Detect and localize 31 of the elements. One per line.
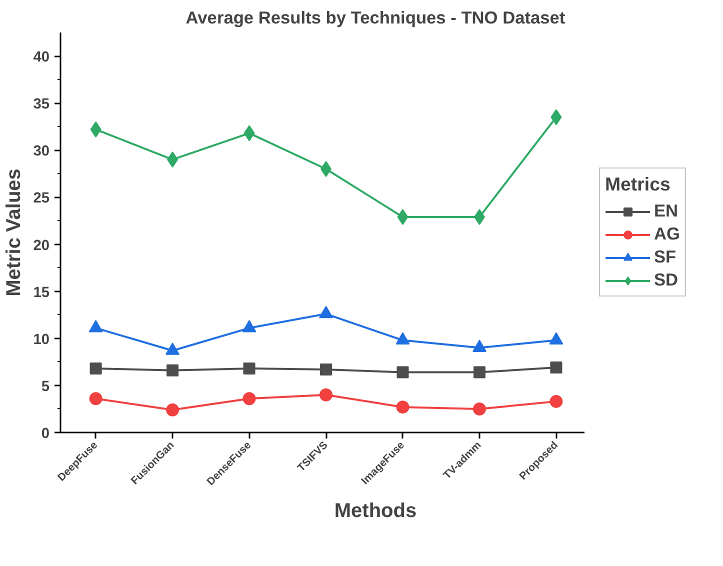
point bbox=[242, 392, 256, 406]
point bbox=[550, 394, 563, 408]
point bbox=[320, 388, 333, 402]
y-tick-label: 35 bbox=[33, 96, 50, 113]
chart-title: Average Results by Techniques - TNO Dataset bbox=[186, 8, 566, 28]
point bbox=[89, 392, 102, 406]
y-tick-label: 20 bbox=[33, 238, 50, 254]
point bbox=[472, 402, 486, 416]
y-tick-label: 40 bbox=[33, 50, 50, 66]
x-axis-title: Methods bbox=[334, 500, 417, 522]
y-tick-label: 25 bbox=[33, 190, 50, 207]
y-tick-label: 30 bbox=[33, 144, 50, 160]
point bbox=[90, 362, 102, 374]
point bbox=[166, 364, 179, 376]
point bbox=[550, 362, 562, 374]
legend-label: EN bbox=[654, 200, 678, 222]
legend-label: SF bbox=[654, 246, 676, 268]
y-axis-title: Metric Values bbox=[3, 168, 26, 296]
point bbox=[396, 366, 409, 378]
legend-label: AG bbox=[654, 224, 680, 244]
point bbox=[396, 400, 410, 414]
y-tick-label: 10 bbox=[33, 332, 50, 348]
y-tick-label: 0 bbox=[41, 426, 50, 442]
point bbox=[166, 403, 180, 416]
legend-title: Metrics bbox=[605, 174, 672, 196]
legend-label: SD bbox=[654, 270, 678, 290]
point bbox=[320, 363, 332, 376]
point bbox=[473, 366, 486, 378]
point bbox=[243, 362, 256, 374]
y-tick-label: 15 bbox=[33, 284, 50, 301]
y-tick-label: 5 bbox=[41, 378, 50, 395]
